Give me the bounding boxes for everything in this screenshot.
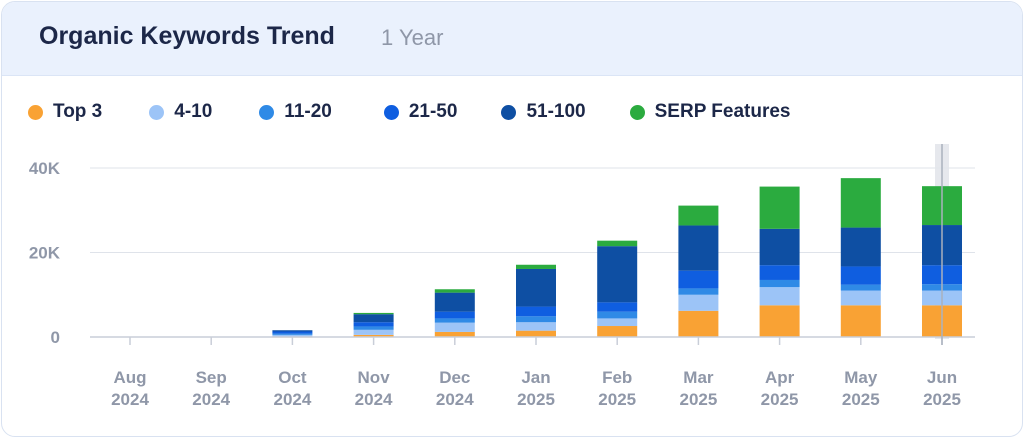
x-tick-label-year: 2025	[598, 390, 636, 409]
bar-segment[interactable]	[434, 292, 475, 312]
bar-segment[interactable]	[678, 270, 719, 289]
x-tick-label-month: Oct	[278, 368, 307, 387]
bar-segment[interactable]	[272, 331, 313, 334]
bar-segment[interactable]	[840, 178, 881, 228]
x-tick-label-year: 2024	[273, 390, 311, 409]
x-tick-label-month: Feb	[602, 368, 632, 387]
bar-segment[interactable]	[434, 318, 475, 323]
bar-segment[interactable]	[597, 318, 638, 327]
bar-segment[interactable]	[597, 311, 638, 319]
bar-segment[interactable]	[759, 228, 800, 266]
legend-swatch	[383, 104, 399, 120]
x-tick-label-month: Sep	[196, 368, 227, 387]
x-tick-label-month: Jun	[927, 368, 957, 387]
bar-segment[interactable]	[434, 311, 475, 319]
bar-segment[interactable]	[272, 334, 313, 337]
legend-label: 51-100	[526, 101, 586, 122]
legend-item-4-10[interactable]: 4-10	[149, 101, 212, 123]
chart-legend: Top 3 4-10 11-20 21-50 51-100 SERP Features	[28, 100, 791, 124]
x-tick-label-month: Mar	[683, 368, 714, 387]
legend-label: SERP Features	[654, 101, 791, 122]
x-tick-label-year: 2025	[923, 390, 961, 409]
x-tick-label-year: 2025	[761, 390, 799, 409]
bar-segment[interactable]	[434, 322, 475, 332]
legend-swatch	[149, 104, 165, 120]
bar-segment[interactable]	[516, 322, 556, 331]
legend-swatch	[629, 104, 645, 120]
x-tick-label-month: Dec	[439, 368, 470, 387]
bar-segment[interactable]	[759, 287, 800, 306]
x-tick-label-month: Jan	[521, 368, 550, 387]
bar-segment[interactable]	[353, 334, 394, 337]
bar-segment[interactable]	[840, 266, 881, 285]
x-tick-label-year: 2024	[436, 390, 474, 409]
bar-segment[interactable]	[353, 322, 394, 327]
bar-segment[interactable]	[516, 268, 556, 307]
legend-swatch	[501, 104, 517, 120]
bar-segment[interactable]	[678, 225, 719, 271]
bar-segment[interactable]	[840, 227, 881, 267]
bar-segment[interactable]	[840, 290, 881, 306]
bar-segment[interactable]	[272, 330, 313, 332]
chart-title: Organic Keywords Trend	[39, 22, 335, 50]
bar-segment[interactable]	[272, 333, 313, 335]
legend-item-top-3[interactable]: Top 3	[28, 101, 102, 123]
y-tick-label: 40K	[29, 159, 61, 178]
bar-segment[interactable]	[434, 331, 475, 337]
period-label[interactable]: 1 Year	[381, 25, 444, 50]
x-tick-label-year: 2024	[192, 390, 230, 409]
bar-segment[interactable]	[353, 329, 394, 335]
bar-segment[interactable]	[759, 186, 800, 229]
legend-swatch	[259, 104, 275, 120]
legend-item-serp-features[interactable]: SERP Features	[629, 101, 791, 123]
bar-segment[interactable]	[516, 306, 556, 317]
bar-segment[interactable]	[597, 246, 638, 303]
legend-label: 11-20	[284, 101, 332, 122]
x-tick-label-year: 2025	[842, 390, 880, 409]
y-tick-label: 20K	[29, 244, 61, 263]
bar-segment[interactable]	[516, 316, 556, 323]
legend-item-21-50[interactable]: 21-50	[383, 101, 458, 123]
bar-segment[interactable]	[516, 264, 556, 269]
x-tick-label-year: 2025	[679, 390, 717, 409]
x-tick-label-year: 2024	[355, 390, 393, 409]
x-tick-label-year: 2024	[111, 390, 149, 409]
bar-segment[interactable]	[840, 305, 881, 337]
bar-segment[interactable]	[597, 302, 638, 312]
card-header: Organic Keywords Trend 1 Year	[2, 2, 1022, 76]
bar-segment[interactable]	[597, 326, 638, 337]
bar-segment[interactable]	[353, 312, 394, 315]
legend-item-51-100[interactable]: 51-100	[501, 101, 586, 123]
bar-segment[interactable]	[759, 279, 800, 288]
bar-segment[interactable]	[353, 326, 394, 330]
bar-segment[interactable]	[840, 284, 881, 291]
bar-segment[interactable]	[759, 305, 800, 337]
bar-segment[interactable]	[434, 289, 475, 293]
bar-segment[interactable]	[516, 330, 556, 337]
x-tick-label-month: May	[844, 368, 878, 387]
bar-segment[interactable]	[678, 310, 719, 337]
legend-label: 4-10	[174, 101, 213, 122]
legend-label: 21-50	[408, 101, 458, 122]
legend-swatch	[28, 104, 43, 120]
y-tick-label: 0	[51, 328, 60, 347]
bar-segment[interactable]	[678, 288, 719, 295]
bar-segment[interactable]	[678, 294, 719, 311]
x-tick-label-month: Nov	[358, 368, 391, 387]
legend-label: Top 3	[53, 101, 103, 122]
bar-segment[interactable]	[678, 205, 719, 226]
bar-segment[interactable]	[759, 265, 800, 280]
x-tick-label-month: Apr	[765, 368, 795, 387]
bar-segment[interactable]	[597, 240, 638, 247]
x-tick-label-month: Aug	[113, 368, 146, 387]
bar-segment[interactable]	[353, 314, 394, 323]
legend-item-11-20[interactable]: 11-20	[259, 101, 332, 123]
x-tick-label-year: 2025	[517, 390, 555, 409]
